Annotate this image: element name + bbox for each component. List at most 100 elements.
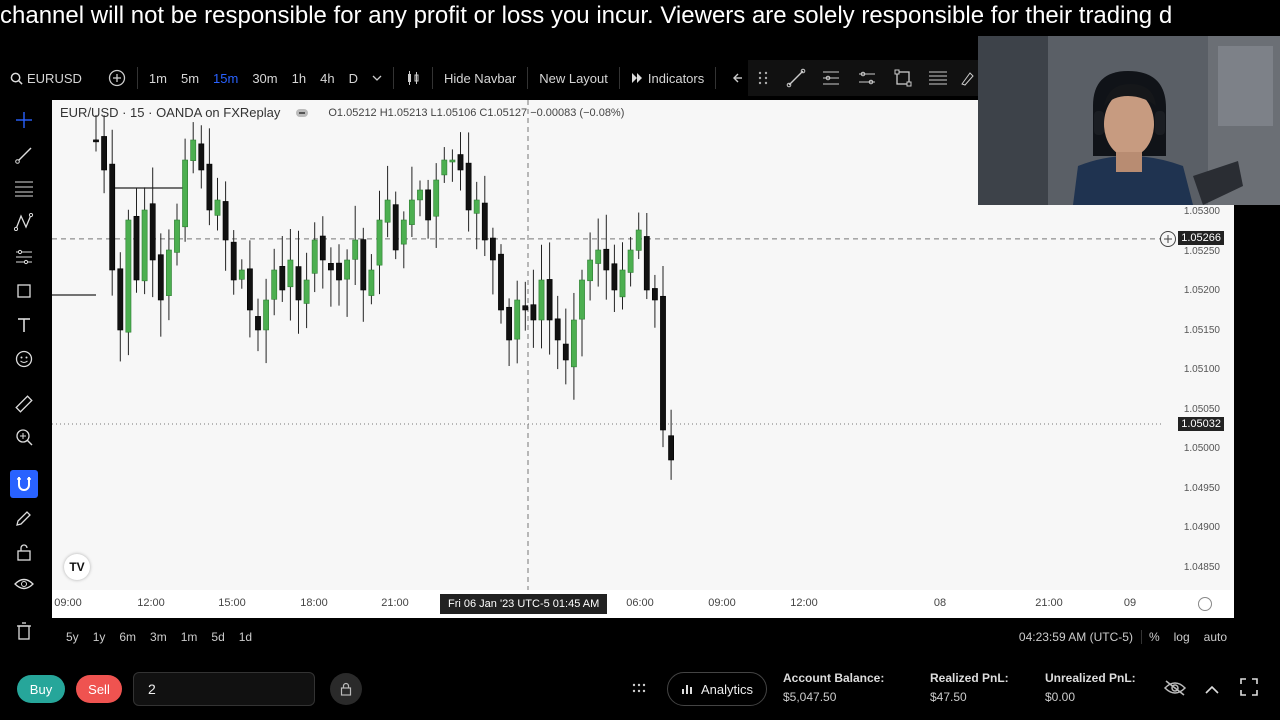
undo-button[interactable] [726,60,754,96]
price-axis[interactable]: 1.05300 1.05250 1.05200 1.05150 1.05100 1.050… [1174,100,1234,590]
toolbar-separator [136,67,138,89]
hide-legend-icon[interactable] [296,108,309,117]
undo-icon [733,73,743,83]
range-1y[interactable]: 1y [92,630,106,644]
compare-button[interactable] [101,60,133,96]
candle-body [344,259,350,280]
candle-body [93,139,99,143]
time-axis[interactable]: 09:00 12:00 15:00 18:00 21:00 06:00 09:00 12:00… [52,590,1234,618]
analytics-button[interactable]: Analytics [667,672,767,706]
sell-button[interactable]: Sell [76,675,122,703]
session-clock[interactable]: 04:23:59 AM (UTC-5) [1012,630,1142,644]
range-1d[interactable]: 1d [238,630,253,644]
crosshair-tool[interactable] [10,106,38,134]
candle-body [101,136,107,171]
interval-label: 1h [291,70,307,86]
pattern-tool[interactable] [10,208,38,236]
interval-d[interactable]: D [342,60,365,96]
candle-body [554,318,561,341]
text-tool[interactable] [10,311,38,339]
fib-tool[interactable] [10,175,38,203]
interval-15m[interactable]: 15m [206,60,245,96]
interval-1m[interactable]: 1m [142,60,174,96]
candle-body [579,279,585,320]
candle-body [319,235,326,261]
lock-tool[interactable] [10,538,38,566]
candle-body [295,266,302,301]
range-5y[interactable]: 5y [66,630,79,644]
candle-body [595,249,602,264]
chart-type-button[interactable] [398,60,428,96]
candle-body [481,202,488,241]
edit-tool[interactable] [10,504,38,532]
indicators-button[interactable]: Indicators [624,60,711,96]
zoom-tool[interactable] [10,423,38,451]
chevron-up-icon[interactable] [1205,682,1219,700]
candle-body [562,343,569,361]
auto-scale-toggle[interactable]: auto [1203,630,1227,644]
tradingview-logo[interactable]: TV [64,554,90,580]
interval-4h[interactable]: 4h [313,60,341,96]
candle-body [376,219,383,266]
grid-menu-icon[interactable] [632,682,646,700]
magnet-tool[interactable] [10,470,38,498]
buy-button[interactable]: Buy [17,675,65,703]
rectangle-icon[interactable] [885,69,921,87]
symbol-search[interactable]: EURUSD [0,60,89,96]
lines-icon[interactable] [921,70,957,86]
shapes-tool[interactable] [10,277,38,305]
trash-tool[interactable] [10,617,38,645]
candle-body [141,209,148,282]
settings-gear-icon[interactable] [1198,597,1212,611]
range-3m[interactable]: 3m [150,630,167,644]
channel-icon[interactable] [849,69,885,87]
forecast-tool[interactable] [10,243,38,271]
indicators-label: Indicators [647,70,705,86]
visibility-tool[interactable] [10,570,38,598]
add-alert-icon[interactable] [1160,231,1176,247]
candle-body [336,262,342,281]
candle-body [489,237,496,261]
toolbar-separator [715,67,717,89]
symbol-label: EURUSD [27,70,82,86]
candle-body [425,189,431,221]
interval-5m[interactable]: 5m [174,60,206,96]
candle-body [643,236,650,291]
fullscreen-icon[interactable] [1240,678,1258,701]
range-6m[interactable]: 6m [119,630,137,644]
range-5d[interactable]: 5d [211,630,225,644]
candle-body [587,259,593,282]
interval-dropdown[interactable] [365,60,389,96]
hide-navbar-button[interactable]: Hide Navbar [437,60,523,96]
trendline-icon[interactable] [778,68,814,88]
realized-pnl: Realized PnL: $47.50 [930,669,1009,707]
candle-body [506,306,512,341]
hide-eye-icon[interactable] [1163,679,1187,702]
fib-icon[interactable] [813,69,849,87]
quantity-input[interactable] [133,672,315,706]
interval-30m[interactable]: 30m [245,60,284,96]
trendline-tool[interactable] [10,141,38,169]
time-tick-label: 08 [933,597,947,609]
pencil-lock-icon [16,511,31,526]
candle-body [198,143,205,171]
last-price-tag: 1.05032 [1178,417,1224,431]
range-1m[interactable]: 1m [180,630,198,644]
emoji-tool[interactable] [10,345,38,373]
candle-body [457,154,464,171]
ruler-tool[interactable] [10,390,38,418]
percent-scale-toggle[interactable]: % [1148,630,1160,644]
candlestick-plot[interactable] [52,100,1234,590]
lock-order-button[interactable] [330,673,362,705]
new-layout-button[interactable]: New Layout [532,60,615,96]
candle-body [352,239,359,260]
candle-body [327,263,334,271]
price-tick-label: 1.05200 [1183,285,1220,297]
drag-handle-icon[interactable] [748,71,778,85]
unrealized-pnl-label: Unrealized PnL: [1045,671,1136,685]
brush-icon[interactable] [956,70,980,86]
time-tick-label: 15:00 [218,597,246,609]
interval-1h[interactable]: 1h [285,60,313,96]
log-scale-toggle[interactable]: log [1173,630,1190,644]
rectangle-icon [17,284,31,298]
